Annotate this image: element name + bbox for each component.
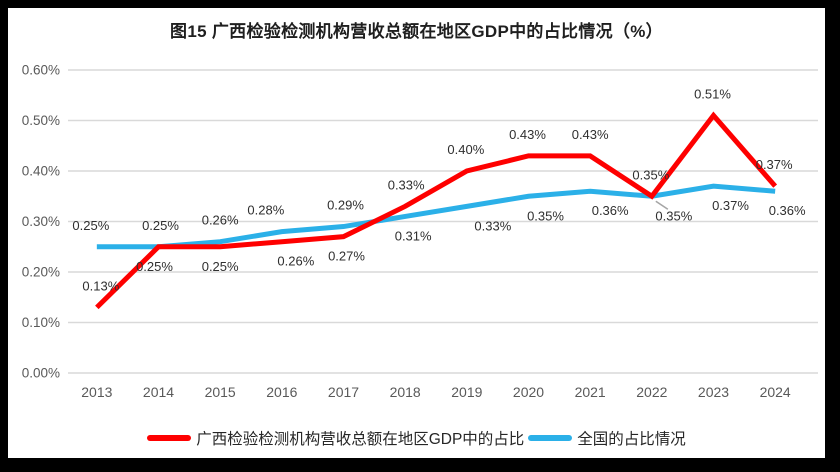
data-label: 0.36%	[769, 203, 806, 218]
data-label: 0.25%	[142, 218, 179, 233]
data-label: 0.29%	[327, 198, 364, 213]
data-label: 0.40%	[447, 142, 484, 157]
x-axis-tick-label: 2014	[143, 384, 174, 400]
x-axis-tick-label: 2022	[636, 384, 667, 400]
data-label: 0.27%	[328, 249, 365, 264]
y-axis-tick-label: 0.00%	[22, 366, 60, 381]
x-axis-tick-label: 2015	[205, 384, 236, 400]
x-axis-tick-label: 2020	[513, 384, 544, 400]
series-line	[96, 183, 776, 250]
y-axis-tick-label: 0.30%	[22, 214, 60, 229]
data-label: 0.36%	[592, 203, 629, 218]
data-label: 0.43%	[509, 127, 546, 142]
data-label: 0.51%	[694, 86, 731, 101]
x-axis-tick-label: 2016	[266, 384, 297, 400]
y-axis-tick-label: 0.60%	[22, 63, 60, 78]
x-axis-tick-label: 2018	[390, 384, 421, 400]
data-label: 0.26%	[277, 254, 314, 269]
data-label: 0.25%	[136, 259, 173, 274]
label-leader-line	[655, 200, 669, 210]
legend-item-guangxi: 广西检验检测机构营收总额在地区GDP中的占比	[147, 427, 524, 449]
data-label: 0.28%	[247, 203, 284, 218]
data-label: 0.37%	[756, 157, 793, 172]
chart-canvas: 图15 广西检验检测机构营收总额在地区GDP中的占比情况（%） 0.00% 0.1…	[8, 8, 825, 458]
data-label: 0.35%	[527, 208, 564, 223]
y-axis-tick-label: 0.40%	[22, 164, 60, 179]
data-label: 0.43%	[572, 127, 609, 142]
legend-line-blue-icon	[528, 435, 573, 441]
legend: 广西检验检测机构营收总额在地区GDP中的占比 全国的占比情况	[8, 427, 825, 449]
data-label: 0.35%	[632, 167, 669, 182]
y-axis-tick-label: 0.50%	[22, 113, 60, 128]
data-label: 0.25%	[72, 218, 109, 233]
data-label: 0.37%	[712, 198, 749, 213]
x-axis-tick-label: 2017	[328, 384, 359, 400]
data-label: 0.33%	[388, 177, 425, 192]
x-axis-tick-label: 2021	[575, 384, 606, 400]
data-label: 0.13%	[82, 278, 119, 293]
x-axis-tick-label: 2019	[451, 384, 482, 400]
series-line	[95, 111, 778, 310]
x-axis-tick-label: 2023	[698, 384, 729, 400]
legend-label-guangxi: 广西检验检测机构营收总额在地区GDP中的占比	[196, 431, 525, 448]
x-axis-tick-label: 2013	[81, 384, 112, 400]
x-axis-tick-label: 2024	[760, 384, 791, 400]
chart-title: 图15 广西检验检测机构营收总额在地区GDP中的占比情况（%）	[170, 22, 663, 41]
legend-line-red-icon	[147, 435, 192, 441]
legend-label-national: 全国的占比情况	[577, 431, 686, 448]
legend-item-national: 全国的占比情况	[528, 427, 686, 449]
data-label: 0.31%	[395, 228, 432, 243]
data-label: 0.26%	[202, 213, 239, 228]
data-label: 0.35%	[655, 208, 692, 223]
y-axis-tick-label: 0.20%	[22, 265, 60, 280]
y-axis-tick-label: 0.10%	[22, 315, 60, 330]
chart-plot: 0.00% 0.10% 0.20% 0.30% 0.40% 0.50% 0.60% 2013 2…	[22, 63, 818, 400]
data-label: 0.33%	[474, 218, 511, 233]
data-label: 0.25%	[202, 259, 239, 274]
